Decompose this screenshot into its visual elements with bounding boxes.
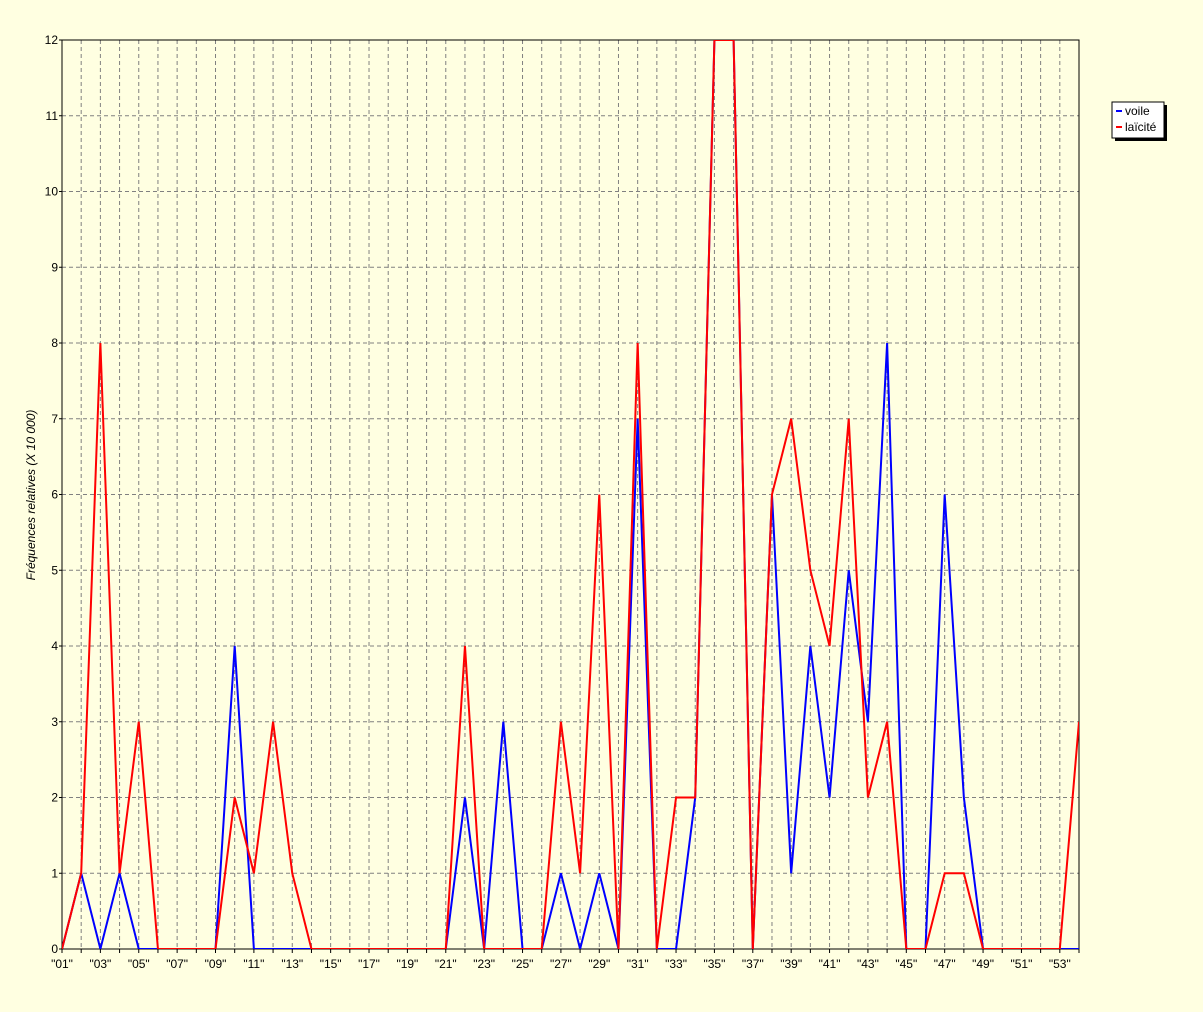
plot-frame [61,39,1080,950]
y-tick-label: 10 [45,185,59,199]
y-tick-label: 2 [51,791,58,805]
x-tick-label: "21" [435,957,457,971]
y-tick-label: 1 [51,866,58,880]
y-tick-label: 3 [51,715,58,729]
y-tick-label: 12 [45,33,59,47]
y-tick-label: 5 [51,563,58,577]
y-tick-label: 7 [51,412,58,426]
x-tick-label: "07" [166,957,188,971]
legend-label: voile [1125,104,1150,118]
x-tick-label: "33" [665,957,687,971]
x-tick-label: "45" [895,957,917,971]
x-tick-label: "05" [128,957,150,971]
x-tick-label: "15" [320,957,342,971]
series-line [62,40,1079,949]
x-tick-label: "25" [512,957,534,971]
x-tick-label: "39" [780,957,802,971]
x-tick-label: "03" [89,957,111,971]
y-tick-label: 9 [51,260,58,274]
x-tick-label: "53" [1049,957,1071,971]
x-tick-label: "17" [358,957,380,971]
y-tick-label: 6 [51,488,58,502]
x-tick-label: "09" [205,957,227,971]
x-tick-label: "13" [281,957,303,971]
y-tick-label: 11 [46,109,59,123]
x-tick-label: "11" [243,957,264,971]
legend-label: laïcité [1125,120,1157,134]
y-tick-label: 4 [51,639,58,653]
series-line [62,40,1079,949]
x-tick-label: "27" [550,957,572,971]
x-tick-label: "23" [473,957,495,971]
x-tick-label: "41" [819,957,841,971]
x-tick-label: "29" [588,957,610,971]
x-tick-label: "35" [703,957,725,971]
x-tick-label: "37" [742,957,764,971]
y-tick-label: 8 [51,336,58,350]
x-tick-label: "49" [972,957,994,971]
x-tick-label: "01" [51,957,73,971]
y-tick-label: 0 [51,942,58,956]
legend-box [1111,101,1165,139]
y-axis-label: Fréquences relatives (X 10 000) [24,410,38,581]
x-tick-label: "51" [1010,957,1032,971]
x-tick-label: "31" [627,957,649,971]
x-tick-label: "19" [396,957,418,971]
x-tick-label: "47" [934,957,956,971]
x-tick-label: "43" [857,957,879,971]
